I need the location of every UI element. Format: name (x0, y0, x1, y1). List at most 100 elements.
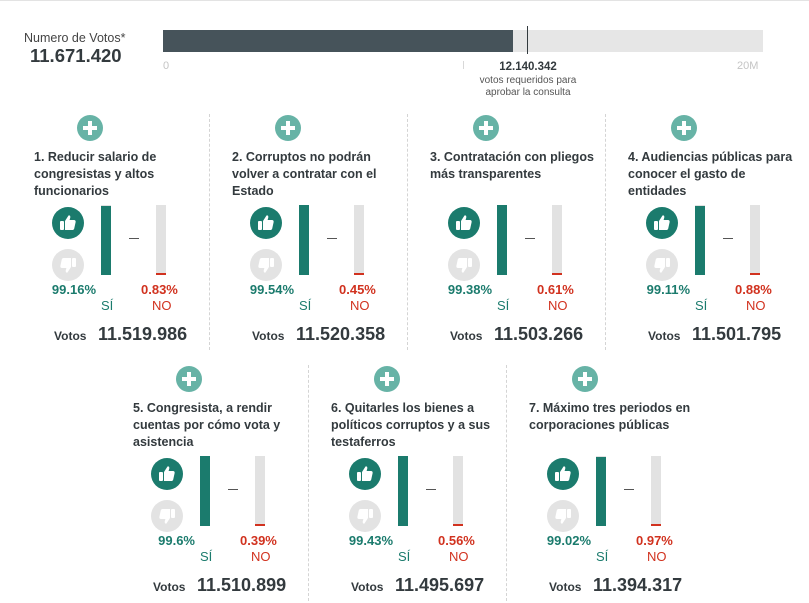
si-percent-label: 99.02% (546, 533, 591, 548)
votes-prefix: Votos (153, 580, 186, 594)
si-label: SÍ (101, 298, 114, 313)
si-percent-label: 99.54% (249, 282, 294, 297)
plus-circle-icon[interactable] (473, 115, 499, 141)
si-bar-track (695, 205, 705, 275)
question-card: 5. Congresista, a rendir cuentas por cóm… (109, 366, 307, 596)
bar-separator (129, 238, 139, 239)
card-divider (506, 365, 507, 601)
no-percent-label: 0.39% (240, 533, 277, 548)
votes-count: 11.503.266 (494, 324, 584, 344)
no-bar (156, 273, 166, 275)
question-title: 2. Corruptos no podrán volver a contrata… (232, 150, 377, 198)
plus-circle-icon[interactable] (374, 366, 400, 392)
no-bar (750, 273, 760, 275)
question-title: 6. Quitarles los bienes a políticos corr… (331, 401, 491, 449)
top-rule (0, 0, 809, 1)
threshold-value: 12.140.342 (499, 61, 557, 73)
thumbs-down-icon (646, 249, 678, 281)
si-bar (398, 456, 408, 526)
plus-circle-icon[interactable] (572, 366, 598, 392)
no-bar (651, 524, 661, 526)
thumbs-down-icon (349, 500, 381, 532)
si-label: SÍ (695, 298, 708, 313)
si-bar-track (398, 456, 408, 526)
votes-count: 11.510.899 (197, 575, 287, 595)
thumbs-up-icon (547, 458, 579, 490)
bar-separator (525, 238, 535, 239)
si-bar-track (497, 205, 507, 275)
si-percent-label: 99.43% (348, 533, 393, 548)
votes-count: 11.394.317 (593, 575, 683, 595)
si-bar-track (101, 205, 111, 275)
no-label: NO (350, 298, 370, 313)
card-divider (209, 114, 210, 350)
plus-circle-icon[interactable] (176, 366, 202, 392)
si-bar (596, 457, 606, 526)
si-label: SÍ (299, 298, 312, 313)
no-bar-track (156, 205, 166, 275)
thumbs-up-icon (646, 207, 678, 239)
bar-separator (723, 238, 733, 239)
no-label: NO (251, 549, 271, 564)
no-bar (354, 273, 364, 275)
si-percent-label: 99.16% (51, 282, 96, 297)
no-bar-track (651, 456, 661, 526)
total-votes-label: Numero de Votos* (24, 31, 126, 45)
question-card: 6. Quitarles los bienes a políticos corr… (307, 366, 505, 596)
no-percent-label: 0.97% (636, 533, 673, 548)
si-percent-label: 99.38% (447, 282, 492, 297)
si-label: SÍ (596, 549, 609, 564)
question-title: 4. Audiencias públicas para conocer el g… (628, 150, 793, 198)
question-card: 2. Corruptos no podrán volver a contrata… (208, 115, 406, 345)
threshold-note: votos requeridos para aprobar la consult… (479, 75, 577, 98)
thumbs-up-icon (349, 458, 381, 490)
no-bar (552, 273, 562, 275)
axis-min-label: 0 (163, 60, 170, 72)
no-label: NO (449, 549, 469, 564)
si-label: SÍ (200, 549, 213, 564)
bar-separator (228, 489, 238, 490)
thumbs-down-icon (250, 249, 282, 281)
votes-count: 11.519.986 (98, 324, 188, 344)
no-label: NO (647, 549, 667, 564)
plus-circle-icon[interactable] (671, 115, 697, 141)
no-label: NO (152, 298, 172, 313)
no-percent-label: 0.45% (339, 282, 376, 297)
card-divider (605, 114, 606, 350)
no-bar-track (453, 456, 463, 526)
si-label: SÍ (398, 549, 411, 564)
si-bar-track (200, 456, 210, 526)
no-bar (255, 524, 265, 526)
si-bar-track (299, 205, 309, 275)
votes-prefix: Votos (549, 580, 582, 594)
no-bar-track (750, 205, 760, 275)
thumbs-up-icon (448, 207, 480, 239)
si-bar (200, 456, 210, 526)
thumbs-up-icon (52, 207, 84, 239)
plus-circle-icon[interactable] (275, 115, 301, 141)
si-bar (695, 206, 705, 275)
plus-circle-icon[interactable] (77, 115, 103, 141)
votes-count: 11.495.697 (395, 575, 485, 595)
bar-separator (624, 489, 634, 490)
votes-prefix: Votos (54, 329, 87, 343)
thumbs-up-icon (250, 207, 282, 239)
card-divider (308, 365, 309, 601)
si-bar (299, 205, 309, 275)
thumbs-down-icon (448, 249, 480, 281)
thumbs-down-icon (52, 249, 84, 281)
question-card: 3. Contratación con pliegos más transpar… (406, 115, 604, 345)
card-divider (407, 114, 408, 350)
question-title: 7. Máximo tres periodos en corporaciones… (529, 401, 691, 432)
total-votes-value: 11.671.420 (30, 45, 122, 66)
votes-prefix: Votos (450, 329, 483, 343)
no-bar-track (354, 205, 364, 275)
votes-prefix: Votos (648, 329, 681, 343)
si-bar (101, 206, 111, 275)
no-label: NO (548, 298, 568, 313)
no-label: NO (746, 298, 766, 313)
bar-separator (426, 489, 436, 490)
no-bar-track (255, 456, 265, 526)
thumbs-up-icon (151, 458, 183, 490)
no-percent-label: 0.83% (141, 282, 178, 297)
